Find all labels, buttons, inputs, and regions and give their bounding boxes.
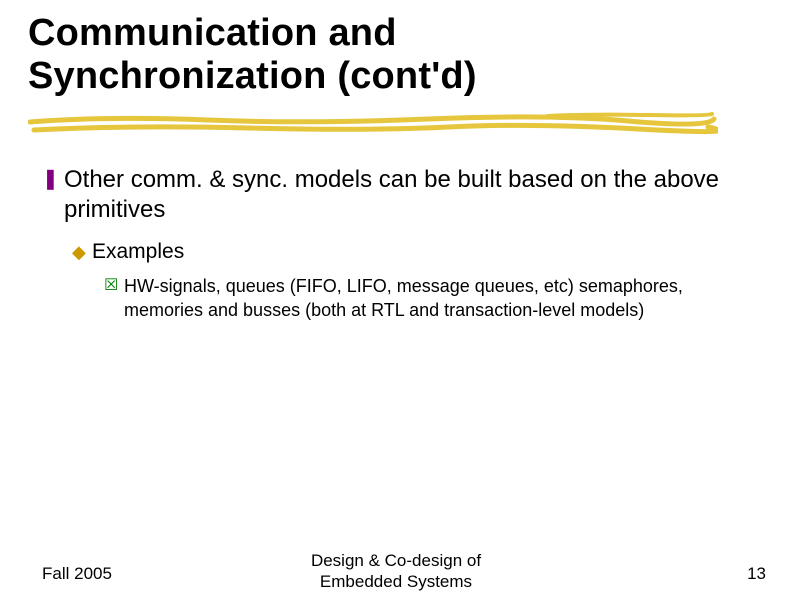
- title-line-2: Synchronization (cont'd): [28, 55, 764, 98]
- bullet-icon: ❚: [42, 165, 64, 192]
- title-underline-scribble-icon: [28, 110, 718, 140]
- slide: Communication and Synchronization (cont'…: [0, 0, 792, 612]
- bullet-level-1: ❚ Other comm. & sync. models can be buil…: [42, 165, 752, 225]
- bullet-level-3: ☒ HW-signals, queues (FIFO, LIFO, messag…: [104, 275, 752, 322]
- bullet-3-text: HW-signals, queues (FIFO, LIFO, message …: [124, 275, 752, 322]
- bullet-icon: ◆: [72, 239, 92, 264]
- title-line-1: Communication and: [28, 12, 764, 55]
- footer-center-line-2: Embedded Systems: [0, 571, 792, 592]
- bullet-2-text: Examples: [92, 239, 184, 265]
- footer-center: Design & Co-design of Embedded Systems: [0, 550, 792, 593]
- slide-title: Communication and Synchronization (cont'…: [28, 12, 764, 97]
- bullet-1-text: Other comm. & sync. models can be built …: [64, 165, 752, 225]
- bullet-icon: ☒: [104, 275, 124, 296]
- slide-body: ❚ Other comm. & sync. models can be buil…: [42, 165, 752, 322]
- slide-number: 13: [747, 564, 766, 584]
- footer-center-line-1: Design & Co-design of: [0, 550, 792, 571]
- bullet-level-2: ◆ Examples: [72, 239, 752, 265]
